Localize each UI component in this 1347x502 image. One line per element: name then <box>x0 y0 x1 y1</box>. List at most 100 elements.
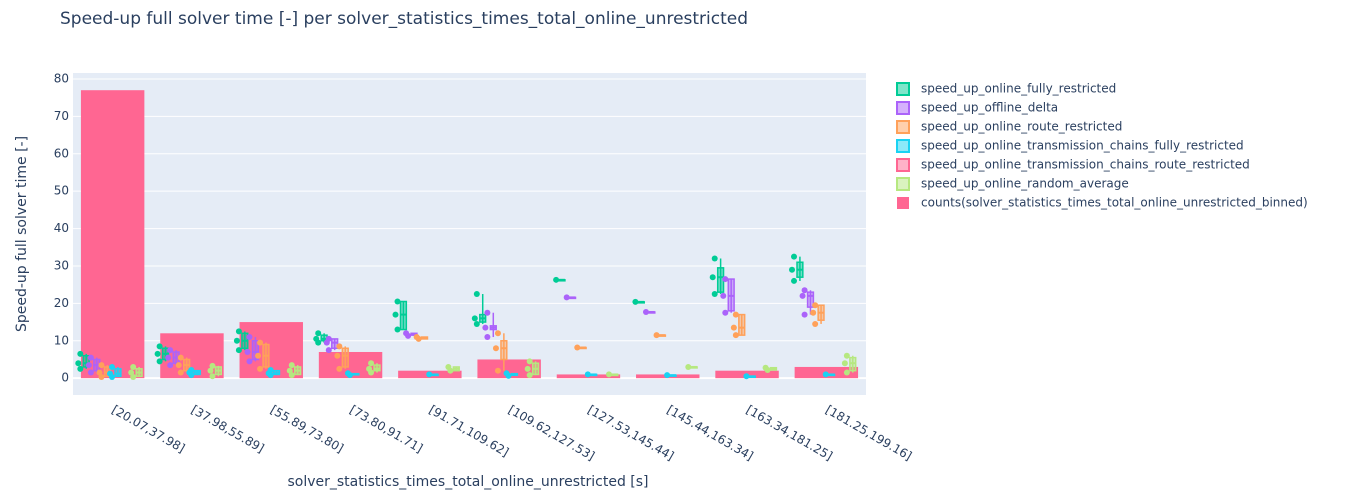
point <box>732 332 739 339</box>
legend-item[interactable]: speed_up_offline_delta <box>896 101 1058 115</box>
point <box>128 369 135 376</box>
point <box>257 339 264 346</box>
point <box>244 348 251 355</box>
point <box>313 335 320 342</box>
point <box>336 365 343 372</box>
point <box>743 373 750 380</box>
point <box>394 298 401 305</box>
point <box>642 308 649 315</box>
point <box>188 366 195 373</box>
y-tick-label: 40 <box>54 221 69 235</box>
y-tick-label: 10 <box>54 333 69 347</box>
y-tick-label: 60 <box>54 146 69 160</box>
point <box>177 354 184 361</box>
point <box>801 311 808 318</box>
bar <box>477 359 541 379</box>
point <box>233 337 240 344</box>
point <box>843 352 850 359</box>
point <box>685 363 692 370</box>
point <box>235 328 242 335</box>
point <box>288 362 295 369</box>
point <box>165 354 172 361</box>
point <box>732 311 739 318</box>
x-tick-label: [73.80,91.71] <box>347 403 425 456</box>
point <box>366 365 373 372</box>
point <box>484 309 491 316</box>
point <box>288 372 295 379</box>
box <box>500 340 508 361</box>
point <box>799 292 806 299</box>
box <box>738 313 746 336</box>
point <box>653 332 660 339</box>
point <box>130 374 137 381</box>
point <box>257 365 264 372</box>
point <box>156 343 163 350</box>
y-tick-label: 20 <box>54 296 69 310</box>
point <box>325 335 332 342</box>
point <box>473 291 480 298</box>
y-axis-title: Speed-up full solver time [-] <box>14 136 30 332</box>
point <box>286 367 293 374</box>
point <box>482 324 489 331</box>
point <box>494 367 501 374</box>
point <box>524 365 531 372</box>
legend-swatch <box>897 197 909 209</box>
point <box>791 277 798 284</box>
box <box>82 354 90 368</box>
point <box>154 350 161 357</box>
legend-swatch <box>896 139 910 153</box>
point <box>315 330 322 337</box>
y-tick-label: 0 <box>61 371 69 385</box>
legend-label: speed_up_online_transmission_chains_full… <box>921 139 1244 153</box>
marks <box>75 90 859 381</box>
box <box>251 340 260 361</box>
point <box>709 274 716 281</box>
legend-label: speed_up_offline_delta <box>921 101 1058 115</box>
point <box>209 362 216 369</box>
point <box>574 344 581 351</box>
x-tick-label: [127.53,145.44] <box>585 403 676 464</box>
point <box>109 363 116 370</box>
point <box>255 352 262 359</box>
point <box>791 253 798 260</box>
point <box>494 330 501 337</box>
point <box>177 369 184 376</box>
point <box>445 363 452 370</box>
point <box>246 334 253 341</box>
point <box>722 309 729 316</box>
legend-item[interactable]: speed_up_online_fully_restricted <box>896 82 1116 96</box>
legend-item[interactable]: counts(solver_statistics_times_total_onl… <box>897 196 1308 210</box>
point <box>394 326 401 333</box>
point <box>325 347 332 354</box>
x-tick-label: [109.62,127.53] <box>506 403 597 464</box>
legend-swatch <box>896 120 910 134</box>
point <box>492 345 499 352</box>
legend-label: speed_up_online_transmission_chains_rout… <box>921 158 1250 172</box>
point <box>85 362 92 369</box>
point <box>96 369 103 376</box>
point <box>473 320 480 327</box>
point <box>563 294 570 301</box>
legend-item[interactable]: speed_up_online_transmission_chains_rout… <box>896 158 1250 172</box>
point <box>812 302 819 309</box>
legend-item[interactable]: speed_up_online_random_average <box>896 177 1129 191</box>
point <box>87 369 94 376</box>
point <box>526 372 533 379</box>
point <box>843 369 850 376</box>
x-axis-title: solver_statistics_times_total_online_unr… <box>287 474 648 490</box>
legend-item[interactable]: speed_up_online_route_restricted <box>896 120 1122 134</box>
point <box>720 292 727 299</box>
legend-label: speed_up_online_route_restricted <box>921 120 1122 134</box>
point <box>235 347 242 354</box>
point <box>336 343 343 350</box>
point <box>167 347 174 354</box>
point <box>822 371 829 378</box>
point <box>107 370 114 377</box>
box <box>341 347 349 368</box>
point <box>207 367 214 374</box>
point <box>484 334 491 341</box>
legend-item[interactable]: speed_up_online_transmission_chains_full… <box>896 139 1244 153</box>
point <box>471 315 478 322</box>
box <box>806 291 815 308</box>
